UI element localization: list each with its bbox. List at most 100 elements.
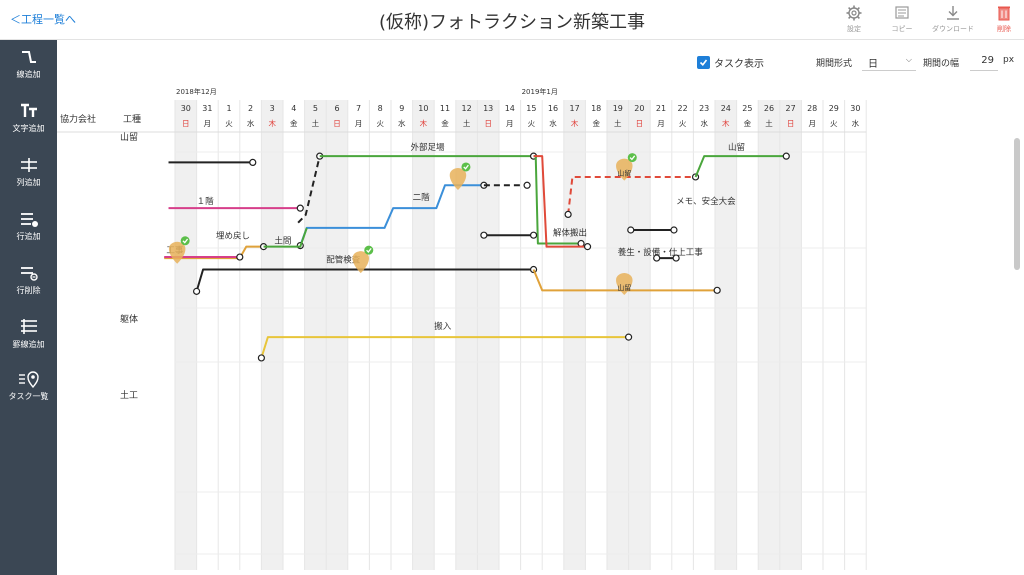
line-add-label: 線追加 <box>16 70 41 79</box>
weekday-label: 火 <box>830 119 838 128</box>
download-label: ダウンロード <box>932 25 974 33</box>
day-number: 23 <box>699 104 709 113</box>
yamadome-2-line[interactable] <box>694 155 787 178</box>
column-add-button[interactable]: 列追加 <box>0 156 57 188</box>
line-end-node[interactable] <box>529 231 538 239</box>
vertical-scrollbar[interactable] <box>1014 138 1020 270</box>
day-number: 14 <box>505 104 515 113</box>
weekday-label: 木 <box>722 118 730 128</box>
gridline-add-button[interactable]: 罫線追加 <box>0 318 57 350</box>
memo-label: メモ、安全大会 <box>676 196 736 207</box>
day-number: 8 <box>378 104 383 113</box>
weekday-label: 月 <box>204 119 212 128</box>
download-icon <box>947 6 959 20</box>
line-start-node[interactable] <box>653 254 661 262</box>
weekday-label: 日 <box>787 119 795 128</box>
task-marker-4[interactable] <box>168 241 186 264</box>
day-number: 15 <box>526 104 536 113</box>
weekday-label: 土 <box>463 118 471 128</box>
download-button[interactable]: ダウンロード <box>928 4 978 34</box>
period-width-input[interactable]: 29 <box>970 51 998 71</box>
line-start-node[interactable] <box>564 210 572 218</box>
weekday-label: 土 <box>312 118 320 128</box>
check-badge-icon <box>180 236 190 246</box>
text-add-button[interactable]: 文字追加 <box>0 102 57 134</box>
gantt-chart-area: 協力会社 工種 2018年12月 2019年1月 30 日 31 月 1 火 2 水 3 木 4 金 5 土 6… <box>57 84 1024 575</box>
period-type-value: 日 <box>868 59 878 70</box>
row-add-button[interactable]: 行追加 <box>0 210 57 242</box>
delete-button[interactable]: 削除 <box>979 4 1024 34</box>
row-add-icon <box>20 213 38 227</box>
line-end-node[interactable] <box>672 254 680 262</box>
weekday-label: 日 <box>484 119 492 128</box>
column-icon <box>20 158 37 172</box>
task-display-toggle[interactable]: タスク表示 <box>697 55 764 70</box>
line-end-node[interactable] <box>296 204 304 212</box>
task-marker-2[interactable] <box>616 158 633 181</box>
line-end-node[interactable] <box>782 152 790 160</box>
line-end-node[interactable] <box>670 226 678 234</box>
black-dash-vertical-line[interactable] <box>297 155 321 224</box>
copy-button[interactable]: コピー <box>877 4 927 34</box>
checkbox-checked-icon[interactable] <box>697 56 710 69</box>
check-mark-icon <box>182 238 189 244</box>
holiday-column <box>175 100 197 570</box>
red-dash-line[interactable] <box>567 175 696 215</box>
day-number: 5 <box>313 104 318 113</box>
weekday-label: 金 <box>441 118 449 128</box>
line-end-node[interactable] <box>583 243 592 251</box>
task-list-button[interactable]: タスク一覧 <box>0 370 57 402</box>
task-marker-5[interactable] <box>616 273 633 295</box>
weekday-label: 日 <box>182 119 190 128</box>
line-end-node[interactable] <box>577 239 585 248</box>
settings-button[interactable]: 設定 <box>829 4 879 34</box>
line-add-button[interactable]: 線追加 <box>0 48 57 80</box>
period-width-unit: px <box>1003 55 1015 65</box>
task-marker-3[interactable] <box>352 251 370 274</box>
yamadome-2-label: 山留 <box>728 142 745 153</box>
blue-2f-line[interactable] <box>299 184 484 246</box>
check-mark-icon <box>463 164 469 170</box>
line-start-node[interactable] <box>480 231 488 239</box>
line-end-node[interactable] <box>713 286 721 294</box>
holiday-column <box>326 100 348 570</box>
day-number: 27 <box>786 104 796 113</box>
weekday-label: 日 <box>636 119 644 128</box>
day-number: 4 <box>291 104 296 113</box>
day-number: 20 <box>634 104 644 113</box>
check-mark-icon <box>629 155 636 161</box>
day-number: 25 <box>742 104 752 113</box>
line-end-node[interactable] <box>624 333 633 341</box>
line-start-node[interactable] <box>627 226 635 234</box>
location-pin-icon <box>18 371 39 388</box>
holiday-column <box>715 100 737 570</box>
day-number: 16 <box>548 104 558 113</box>
line-start-node[interactable] <box>193 287 201 295</box>
day-number: 30 <box>181 104 191 113</box>
app-header: ＜工程一覧へ (仮称)フォトラクション新築工事 設定 コピー ダウンロード <box>0 0 1024 40</box>
kuitai-orange-line[interactable] <box>164 245 264 260</box>
orange-do-line[interactable] <box>532 269 718 292</box>
haikan-kensa-line[interactable] <box>195 268 534 292</box>
day-number: 10 <box>418 104 428 113</box>
weekday-label: 月 <box>506 119 514 128</box>
trash-icon <box>998 6 1010 21</box>
holiday-column <box>563 100 586 570</box>
doryu-green-line[interactable] <box>263 227 308 248</box>
back-to-list-link[interactable]: ＜工程一覧へ <box>10 13 76 26</box>
line-end-node[interactable] <box>523 181 531 189</box>
task-marker-1[interactable] <box>449 167 467 190</box>
line-start-node[interactable] <box>257 354 265 362</box>
weekday-label: 日 <box>333 119 341 128</box>
line-end-node[interactable] <box>236 253 244 261</box>
line-end-node[interactable] <box>249 158 257 167</box>
day-number: 30 <box>850 104 860 113</box>
kaitai-red-line[interactable] <box>533 155 588 248</box>
holiday-column <box>758 100 780 570</box>
task-marker-5-caption: 山留 <box>617 283 631 292</box>
period-type-select[interactable]: 日 ⌵ <box>862 51 916 71</box>
hannyu-yellow-line[interactable] <box>260 336 629 359</box>
gantt-canvas[interactable]: 2018年12月 2019年1月 30 日 31 月 1 火 2 水 3 木 4 金 5 土 6 日 7 月 8 火 9 水 1… <box>57 84 1024 575</box>
gridline-add-label: 罫線追加 <box>12 340 45 349</box>
row-delete-button[interactable]: 行削除 <box>0 264 57 296</box>
